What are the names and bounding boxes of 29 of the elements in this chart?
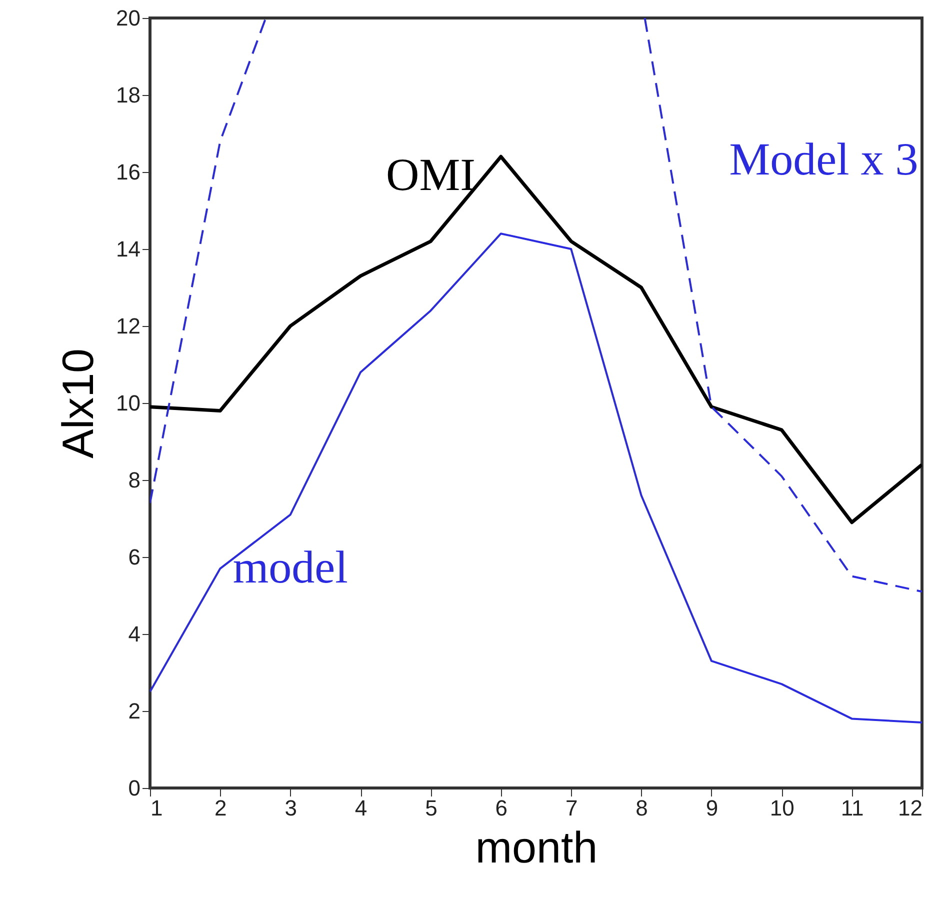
y-tick-label: 6	[128, 544, 140, 570]
x-tick-label: 1	[150, 796, 163, 820]
x-tick-label: 8	[636, 796, 648, 820]
series-label: OMI	[386, 148, 476, 200]
x-tick-label: 11	[840, 796, 864, 820]
y-tick-label: 14	[116, 236, 140, 262]
x-tick-label: 6	[495, 796, 508, 820]
y-tick-label: 8	[128, 468, 140, 492]
x-tick-label: 2	[214, 796, 227, 820]
line-series	[150, 232, 922, 724]
x-tick-label: 9	[706, 796, 718, 820]
series-label: model	[232, 542, 348, 593]
y-tick-label: 4	[128, 622, 140, 646]
y-tick-label: 20	[116, 6, 140, 30]
x-tick-label: 3	[284, 796, 297, 820]
x-tick-label: 12	[898, 796, 922, 820]
series-label: Model x 3	[729, 133, 918, 184]
x-axis-title: month	[475, 824, 598, 872]
y-tick-label: 10	[116, 390, 140, 416]
y-tick-label: 12	[116, 314, 140, 338]
x-tick-label: 4	[354, 796, 368, 820]
x-tick-label: 5	[425, 796, 438, 820]
y-tick-label: 0	[128, 776, 140, 800]
y-tick-label: 2	[128, 698, 140, 724]
x-tick-label: 7	[565, 796, 578, 820]
y-tick-label: 16	[116, 160, 140, 184]
y-tick-label: 18	[116, 82, 140, 108]
x-tick-label: 10	[770, 796, 794, 820]
y-axis-title: Alx10	[54, 348, 104, 459]
